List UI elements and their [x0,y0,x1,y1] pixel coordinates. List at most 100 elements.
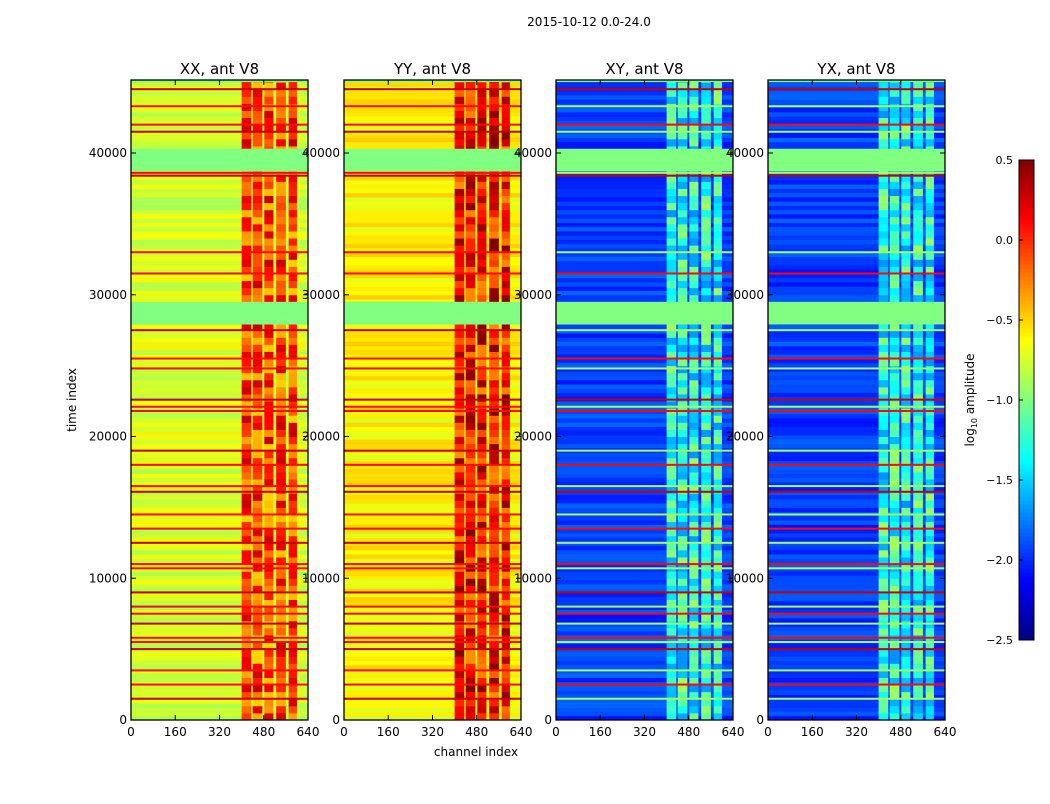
rfi-cell [465,294,476,303]
rfi-cell [264,181,274,189]
rfi-cell [701,259,711,267]
rfi-cell [489,259,499,267]
rfi-cell [241,372,252,381]
rfi-cell [501,422,510,430]
heatmap-row [768,473,945,479]
heatmap-row [344,707,521,712]
rfi-cell [713,422,722,430]
time-line-event [344,513,521,516]
rfi-cell [489,422,499,430]
heatmap-row [344,443,521,449]
heatmap-row [556,116,733,121]
time-line-event [344,641,521,644]
rfi-cell [901,223,911,232]
rfi-cell [666,691,677,700]
time-line-event [344,409,521,412]
colorbar-segment [1019,636,1034,641]
heatmap-row [344,656,521,661]
heatmap-row [344,299,521,304]
rfi-cell [241,712,252,720]
rfi-cell [913,174,923,182]
rfi-cell [264,216,274,225]
rfi-cell [276,670,286,678]
rfi-cell [477,401,487,409]
heatmap-row [344,384,521,389]
rfi-cell [465,252,476,260]
heatmap-row [768,341,945,347]
heatmap-row [344,498,521,504]
colorbar-segment [1019,560,1034,565]
time-line-event [556,171,733,174]
rfi-cell [677,96,688,104]
rfi-cell [241,202,252,211]
rfi-cell [465,96,476,104]
heatmap-row [131,286,308,291]
rfi-cell [901,386,911,395]
rfi-cell [913,663,923,671]
rfi-cell [454,238,465,246]
rfi-cell [288,599,297,608]
rfi-cell [713,202,722,211]
rfi-cell [501,174,510,182]
figure-title: 2015-10-12 0.0-24.0 [527,15,651,29]
rfi-cell [889,535,900,544]
colorbar-segment [1019,400,1034,405]
heatmap-row [556,209,733,215]
heatmap-row [556,690,733,695]
rfi-cell [489,138,499,147]
rfi-cell [713,691,722,700]
heatmap-row [131,473,308,479]
rfi-cell [677,691,688,700]
colorbar-segment [1019,264,1034,269]
heatmap-row [131,239,308,245]
rfi-cell [501,613,510,622]
colorbar-segment [1019,256,1034,261]
heatmap-row [556,388,733,394]
rfi-cell [501,344,510,352]
rfi-cell [689,656,699,664]
rfi-cell [264,337,274,345]
rfi-cell [925,379,934,388]
rfi-cell [889,259,900,267]
heatmap-row [131,179,308,185]
heatmap-row [768,630,945,636]
colorbar-segment [1019,216,1034,221]
rfi-cell [264,422,274,430]
rfi-cell [701,684,711,693]
rfi-cell [465,556,476,565]
rfi-cell [677,131,688,140]
rfi-cell [889,663,900,671]
time-line-event [556,697,733,700]
rfi-cell [889,486,900,494]
rfi-cell [252,698,263,707]
heatmap-row [768,486,945,491]
rfi-cell [901,280,911,289]
time-line-event [344,251,521,254]
rfi-cell [276,443,286,452]
rfi-cell [264,393,274,402]
rfi-cell [465,230,476,239]
rfi-cell [489,535,499,544]
rfi-cell [264,131,274,140]
rfi-cell [878,188,889,197]
rfi-cell [878,273,889,282]
panel-yy: YY, ant V80 160 320 480 64001000020000300004… [302,60,533,759]
rfi-cell [454,209,465,218]
heatmap-row [768,537,945,542]
rfi-cell [889,507,900,515]
rfi-cell [264,670,274,678]
rfi-cell [913,712,923,720]
rfi-cell [489,585,499,593]
heatmap-row [131,362,308,368]
heatmap-row [768,698,945,704]
rfi-cell [689,500,699,508]
rfi-cell [465,613,476,622]
rfi-cell [925,422,934,430]
heatmap-row [768,588,945,593]
rfi-cell [889,443,900,452]
rfi-cell [677,223,688,232]
heatmap-row [131,401,308,406]
heatmap-row [768,124,945,130]
rfi-cell [252,238,263,246]
rfi-cell [677,663,688,671]
